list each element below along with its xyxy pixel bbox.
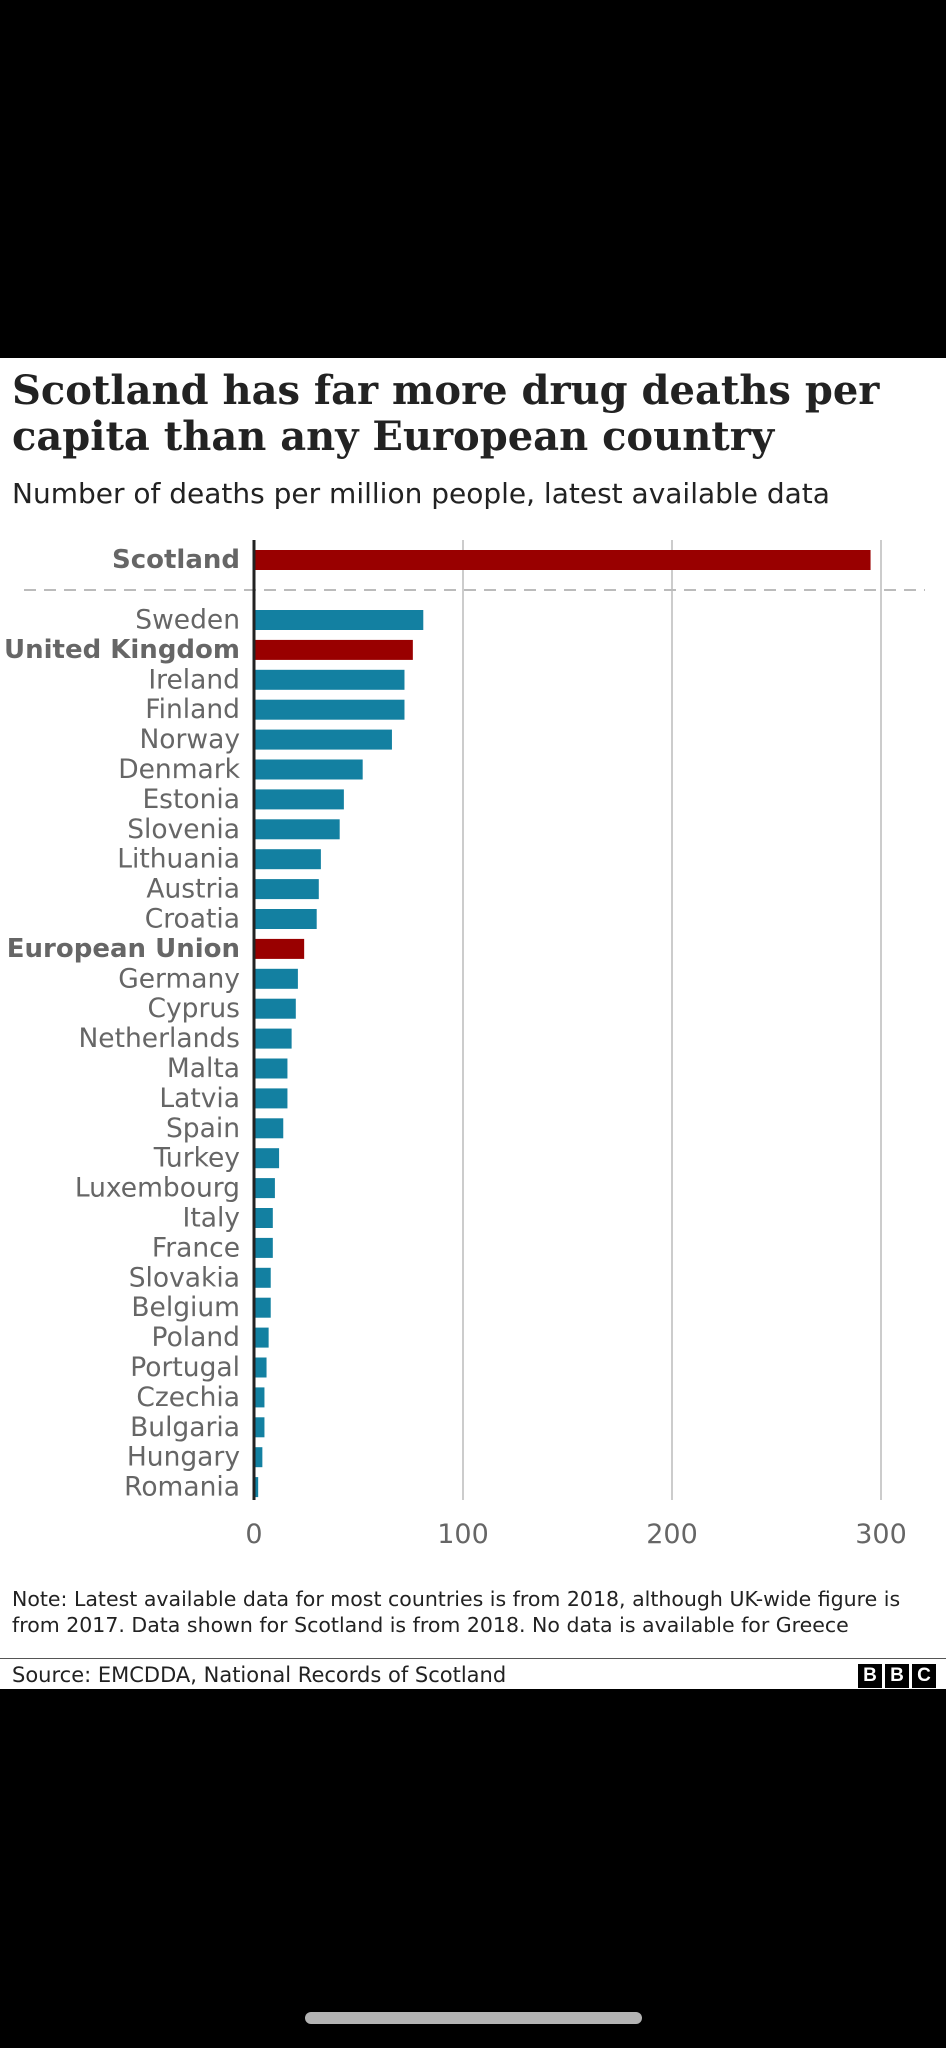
x-tick-labels: 0 100 200 300 [245, 1519, 906, 1550]
bar [254, 550, 871, 570]
category-label: Portugal [130, 1352, 240, 1383]
home-indicator[interactable] [305, 2012, 642, 2024]
bar [254, 1148, 280, 1169]
chart-card: Scotland has far more drug deaths per ca… [0, 358, 946, 1689]
category-label: Turkey [153, 1143, 240, 1174]
bar [254, 968, 298, 989]
bar [254, 1028, 292, 1049]
category-label: Hungary [127, 1442, 240, 1473]
category-label: Netherlands [78, 1023, 240, 1054]
bar [254, 1387, 265, 1408]
chart-source: Source: EMCDDA, National Records of Scot… [12, 1663, 507, 1687]
bar [254, 998, 296, 1019]
x-tick-label: 300 [855, 1519, 907, 1550]
category-label: Cyprus [147, 993, 240, 1024]
bar [254, 1118, 284, 1139]
footer-divider [0, 1658, 946, 1659]
bar [254, 1357, 267, 1378]
bar [254, 789, 344, 810]
bar [254, 1447, 263, 1468]
bar [254, 729, 392, 750]
bbc-logo: B B C [858, 1664, 936, 1688]
category-label: Slovenia [127, 814, 240, 845]
category-label: Sweden [135, 605, 240, 636]
bar [254, 1208, 273, 1228]
bar [254, 1237, 273, 1258]
bar [254, 669, 405, 690]
category-label: Ireland [148, 664, 240, 695]
category-label: Norway [139, 724, 240, 755]
bar [254, 909, 317, 929]
category-label: Czechia [136, 1382, 240, 1413]
x-tick-label: 100 [437, 1519, 489, 1550]
bar [254, 1088, 288, 1109]
category-label: Slovakia [129, 1262, 240, 1293]
x-tick-label: 0 [245, 1519, 262, 1550]
category-label: Spain [166, 1113, 240, 1144]
logo-letter: C [912, 1664, 936, 1688]
category-label: Germany [118, 963, 240, 994]
category-label: Italy [183, 1203, 241, 1234]
category-label: Estonia [142, 784, 240, 815]
category-label: Austria [146, 874, 240, 905]
bar [254, 1267, 271, 1288]
gridlines [24, 540, 925, 1500]
category-label: Croatia [145, 904, 240, 935]
category-label: Malta [167, 1053, 240, 1084]
category-label: Belgium [131, 1292, 240, 1323]
bar [254, 639, 413, 660]
bar [254, 879, 319, 900]
chart-subtitle: Number of deaths per million people, lat… [12, 477, 830, 510]
logo-letter: B [858, 1664, 882, 1688]
chart-title: Scotland has far more drug deaths per ca… [12, 367, 880, 460]
bar [254, 1297, 271, 1318]
bar [254, 1178, 275, 1199]
category-label: United Kingdom [4, 635, 240, 665]
chart-note: Note: Latest available data for most cou… [12, 1587, 901, 1637]
category-label: France [152, 1232, 240, 1263]
category-label: Bulgaria [130, 1412, 240, 1443]
bar [254, 938, 305, 959]
category-label: Poland [152, 1322, 240, 1353]
category-label: Latvia [159, 1083, 240, 1114]
bar [254, 849, 321, 870]
bar [254, 1417, 265, 1438]
bars [254, 550, 871, 1498]
bar [254, 759, 363, 780]
category-label: Luxembourg [75, 1173, 240, 1204]
bar [254, 1058, 288, 1079]
category-label: Denmark [118, 754, 240, 785]
bar [254, 1477, 259, 1498]
bar [254, 1327, 269, 1348]
category-label: Scotland [112, 545, 240, 575]
category-label: Lithuania [117, 844, 240, 875]
category-label: Romania [124, 1472, 240, 1503]
bar [254, 819, 340, 840]
x-tick-label: 200 [646, 1519, 698, 1550]
bar [254, 699, 405, 720]
bar [254, 610, 424, 630]
category-label: Finland [145, 694, 240, 725]
category-label: European Union [7, 934, 240, 964]
logo-letter: B [885, 1664, 909, 1688]
